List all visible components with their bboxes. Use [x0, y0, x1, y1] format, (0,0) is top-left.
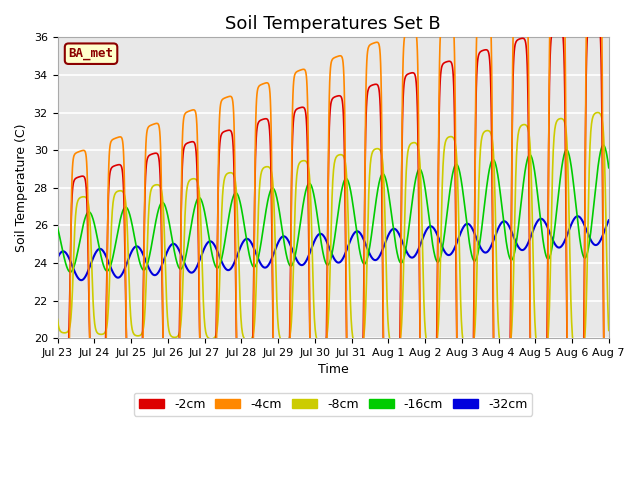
-32cm: [605, 217, 612, 223]
Line: -4cm: -4cm: [58, 0, 609, 480]
-2cm: [508, 118, 516, 123]
-2cm: [556, 24, 564, 30]
-16cm: [605, 165, 612, 171]
-2cm: [284, 403, 291, 409]
-32cm: [77, 277, 85, 283]
-16cm: [54, 225, 61, 230]
-16cm: [556, 177, 564, 182]
-8cm: [556, 116, 564, 121]
-4cm: [508, 101, 516, 107]
-8cm: [575, 351, 583, 357]
X-axis label: Time: Time: [318, 363, 349, 376]
-2cm: [270, 368, 278, 374]
-32cm: [284, 237, 291, 242]
-32cm: [176, 249, 184, 254]
Legend: -2cm, -4cm, -8cm, -16cm, -32cm: -2cm, -4cm, -8cm, -16cm, -32cm: [134, 393, 532, 416]
-32cm: [574, 213, 582, 219]
-16cm: [270, 187, 278, 192]
-16cm: [600, 143, 607, 148]
-2cm: [54, 365, 61, 371]
-16cm: [67, 269, 74, 275]
-4cm: [175, 372, 183, 378]
-2cm: [418, 413, 426, 419]
-8cm: [594, 109, 602, 115]
Title: Soil Temperatures Set B: Soil Temperatures Set B: [225, 15, 441, 33]
-16cm: [509, 256, 516, 262]
-16cm: [176, 266, 184, 272]
-2cm: [592, 12, 600, 18]
-32cm: [270, 250, 278, 255]
-4cm: [270, 383, 278, 389]
-8cm: [605, 327, 612, 333]
-8cm: [270, 197, 278, 203]
-4cm: [284, 435, 291, 441]
-16cm: [418, 170, 426, 176]
Text: BA_met: BA_met: [68, 47, 113, 60]
-4cm: [54, 382, 61, 388]
-8cm: [54, 316, 61, 322]
Line: -8cm: -8cm: [58, 112, 609, 354]
Line: -32cm: -32cm: [58, 216, 609, 280]
-32cm: [556, 244, 564, 250]
-2cm: [175, 336, 183, 342]
-8cm: [284, 338, 291, 344]
-32cm: [418, 238, 426, 243]
-32cm: [509, 231, 516, 237]
-32cm: [54, 255, 61, 261]
-8cm: [418, 204, 426, 210]
Line: -16cm: -16cm: [58, 145, 609, 272]
-4cm: [418, 445, 426, 451]
-8cm: [175, 330, 183, 336]
-16cm: [284, 257, 291, 263]
-8cm: [508, 314, 516, 320]
-2cm: [605, 470, 612, 476]
Y-axis label: Soil Temperature (C): Soil Temperature (C): [15, 123, 28, 252]
Line: -2cm: -2cm: [58, 15, 609, 473]
